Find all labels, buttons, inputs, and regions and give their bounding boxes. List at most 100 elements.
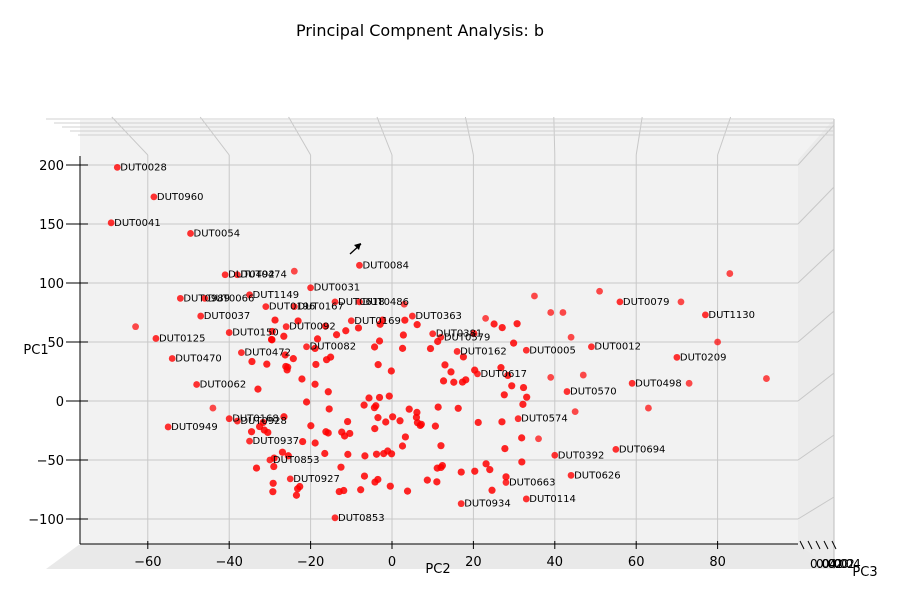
data-point	[152, 335, 160, 342]
y-grid-side-line	[797, 124, 835, 166]
point-label: DUT0209	[680, 352, 727, 363]
data-point	[763, 375, 770, 382]
x-tick-label: 60	[628, 555, 645, 570]
cluster-point	[270, 462, 278, 471]
cluster-point	[278, 448, 287, 456]
y-tick-label: 100	[39, 277, 64, 292]
data-point	[645, 404, 652, 412]
point-label: DUT0381	[436, 329, 483, 340]
data-point	[522, 346, 530, 354]
arrow-marker	[349, 243, 362, 255]
cluster-point	[248, 357, 256, 366]
cluster-point	[321, 449, 329, 458]
cluster-point	[292, 491, 301, 499]
data-point	[225, 415, 233, 423]
data-point	[356, 261, 363, 269]
x-tick-label: 80	[709, 555, 726, 570]
data-point	[347, 317, 355, 325]
cluster-point	[384, 447, 392, 455]
point-label: DUT0125	[159, 333, 206, 344]
cluster-point	[324, 429, 332, 437]
cluster-point	[324, 388, 332, 396]
cluster-point	[459, 353, 468, 361]
data-point	[282, 323, 290, 331]
point-label: DUT0570	[570, 387, 617, 398]
pane-backdrop	[46, 118, 835, 569]
cluster-point	[342, 327, 350, 335]
cluster-point	[474, 418, 482, 427]
cluster-point	[405, 405, 413, 413]
data-point	[502, 479, 510, 486]
data-point	[531, 292, 538, 300]
cluster-point	[413, 321, 421, 329]
cluster-point	[454, 404, 462, 412]
data-point	[563, 388, 571, 395]
cluster-point	[340, 486, 348, 495]
cluster-point	[401, 433, 410, 441]
z-tick-label: 0.00	[822, 557, 849, 571]
cluster-point	[372, 450, 381, 458]
data-point	[303, 343, 310, 351]
point-label: DUT0853	[338, 513, 385, 524]
y-grid-side-line	[797, 248, 835, 284]
point-label: DUT0054	[194, 228, 241, 239]
data-point	[290, 303, 298, 310]
point-label: DUT1149	[253, 290, 300, 301]
cluster-point	[280, 413, 288, 421]
data-point	[331, 298, 339, 306]
point-label: DUT0168	[232, 414, 279, 425]
data-points	[107, 163, 770, 522]
point-label: DUT0363	[415, 311, 462, 322]
cluster-point	[360, 401, 368, 409]
point-label: DUT0082	[310, 342, 357, 353]
point-label: DUT0114	[529, 494, 576, 505]
point-label: DUT0617	[480, 369, 527, 380]
cluster-point	[441, 361, 449, 369]
data-point	[233, 417, 241, 425]
data-point	[429, 330, 437, 338]
data-point	[685, 379, 693, 387]
point-label: DUT0853	[273, 455, 320, 466]
cluster-point	[311, 380, 319, 388]
cluster-point	[504, 371, 512, 380]
data-point	[132, 323, 139, 331]
cluster-point	[254, 385, 262, 393]
point-label: DUT0989	[183, 293, 230, 304]
cluster-point	[502, 473, 510, 481]
data-point	[673, 353, 681, 361]
cluster-point	[513, 320, 521, 328]
cluster-point	[247, 428, 256, 436]
point-label: DUT0960	[157, 192, 204, 203]
cluster-point	[365, 394, 373, 402]
cluster-point	[268, 327, 276, 336]
cluster-point	[490, 320, 498, 328]
point-label: DUT0694	[619, 444, 666, 455]
data-point	[551, 451, 559, 459]
data-point	[437, 333, 445, 341]
cluster-point	[269, 488, 277, 496]
data-point	[201, 294, 209, 302]
cluster-point	[470, 329, 478, 338]
z-tick	[823, 540, 829, 550]
point-label: DUT0470	[175, 354, 222, 365]
cluster-point	[311, 344, 319, 352]
cluster-point	[341, 432, 349, 440]
grid-lines	[46, 116, 835, 544]
point-label: DUT0079	[623, 297, 670, 308]
cluster-point	[431, 422, 439, 430]
data-point	[209, 404, 217, 412]
point-label: DUT0492	[228, 270, 275, 281]
point-label: DUT0486	[362, 297, 409, 308]
y-tick-label: 50	[47, 336, 64, 351]
cluster-point	[313, 335, 322, 343]
y-tick-label: −50	[37, 454, 64, 469]
cluster-point	[312, 360, 320, 369]
point-label: DUT0084	[362, 260, 409, 271]
x-tick-label: −40	[215, 555, 242, 570]
point-label: DUT0167	[297, 302, 344, 313]
x-tick-label: −60	[134, 555, 161, 570]
cluster-point	[374, 361, 382, 369]
data-point	[701, 311, 709, 319]
point-label: DUT0062	[200, 379, 247, 390]
cluster-point	[519, 400, 527, 408]
